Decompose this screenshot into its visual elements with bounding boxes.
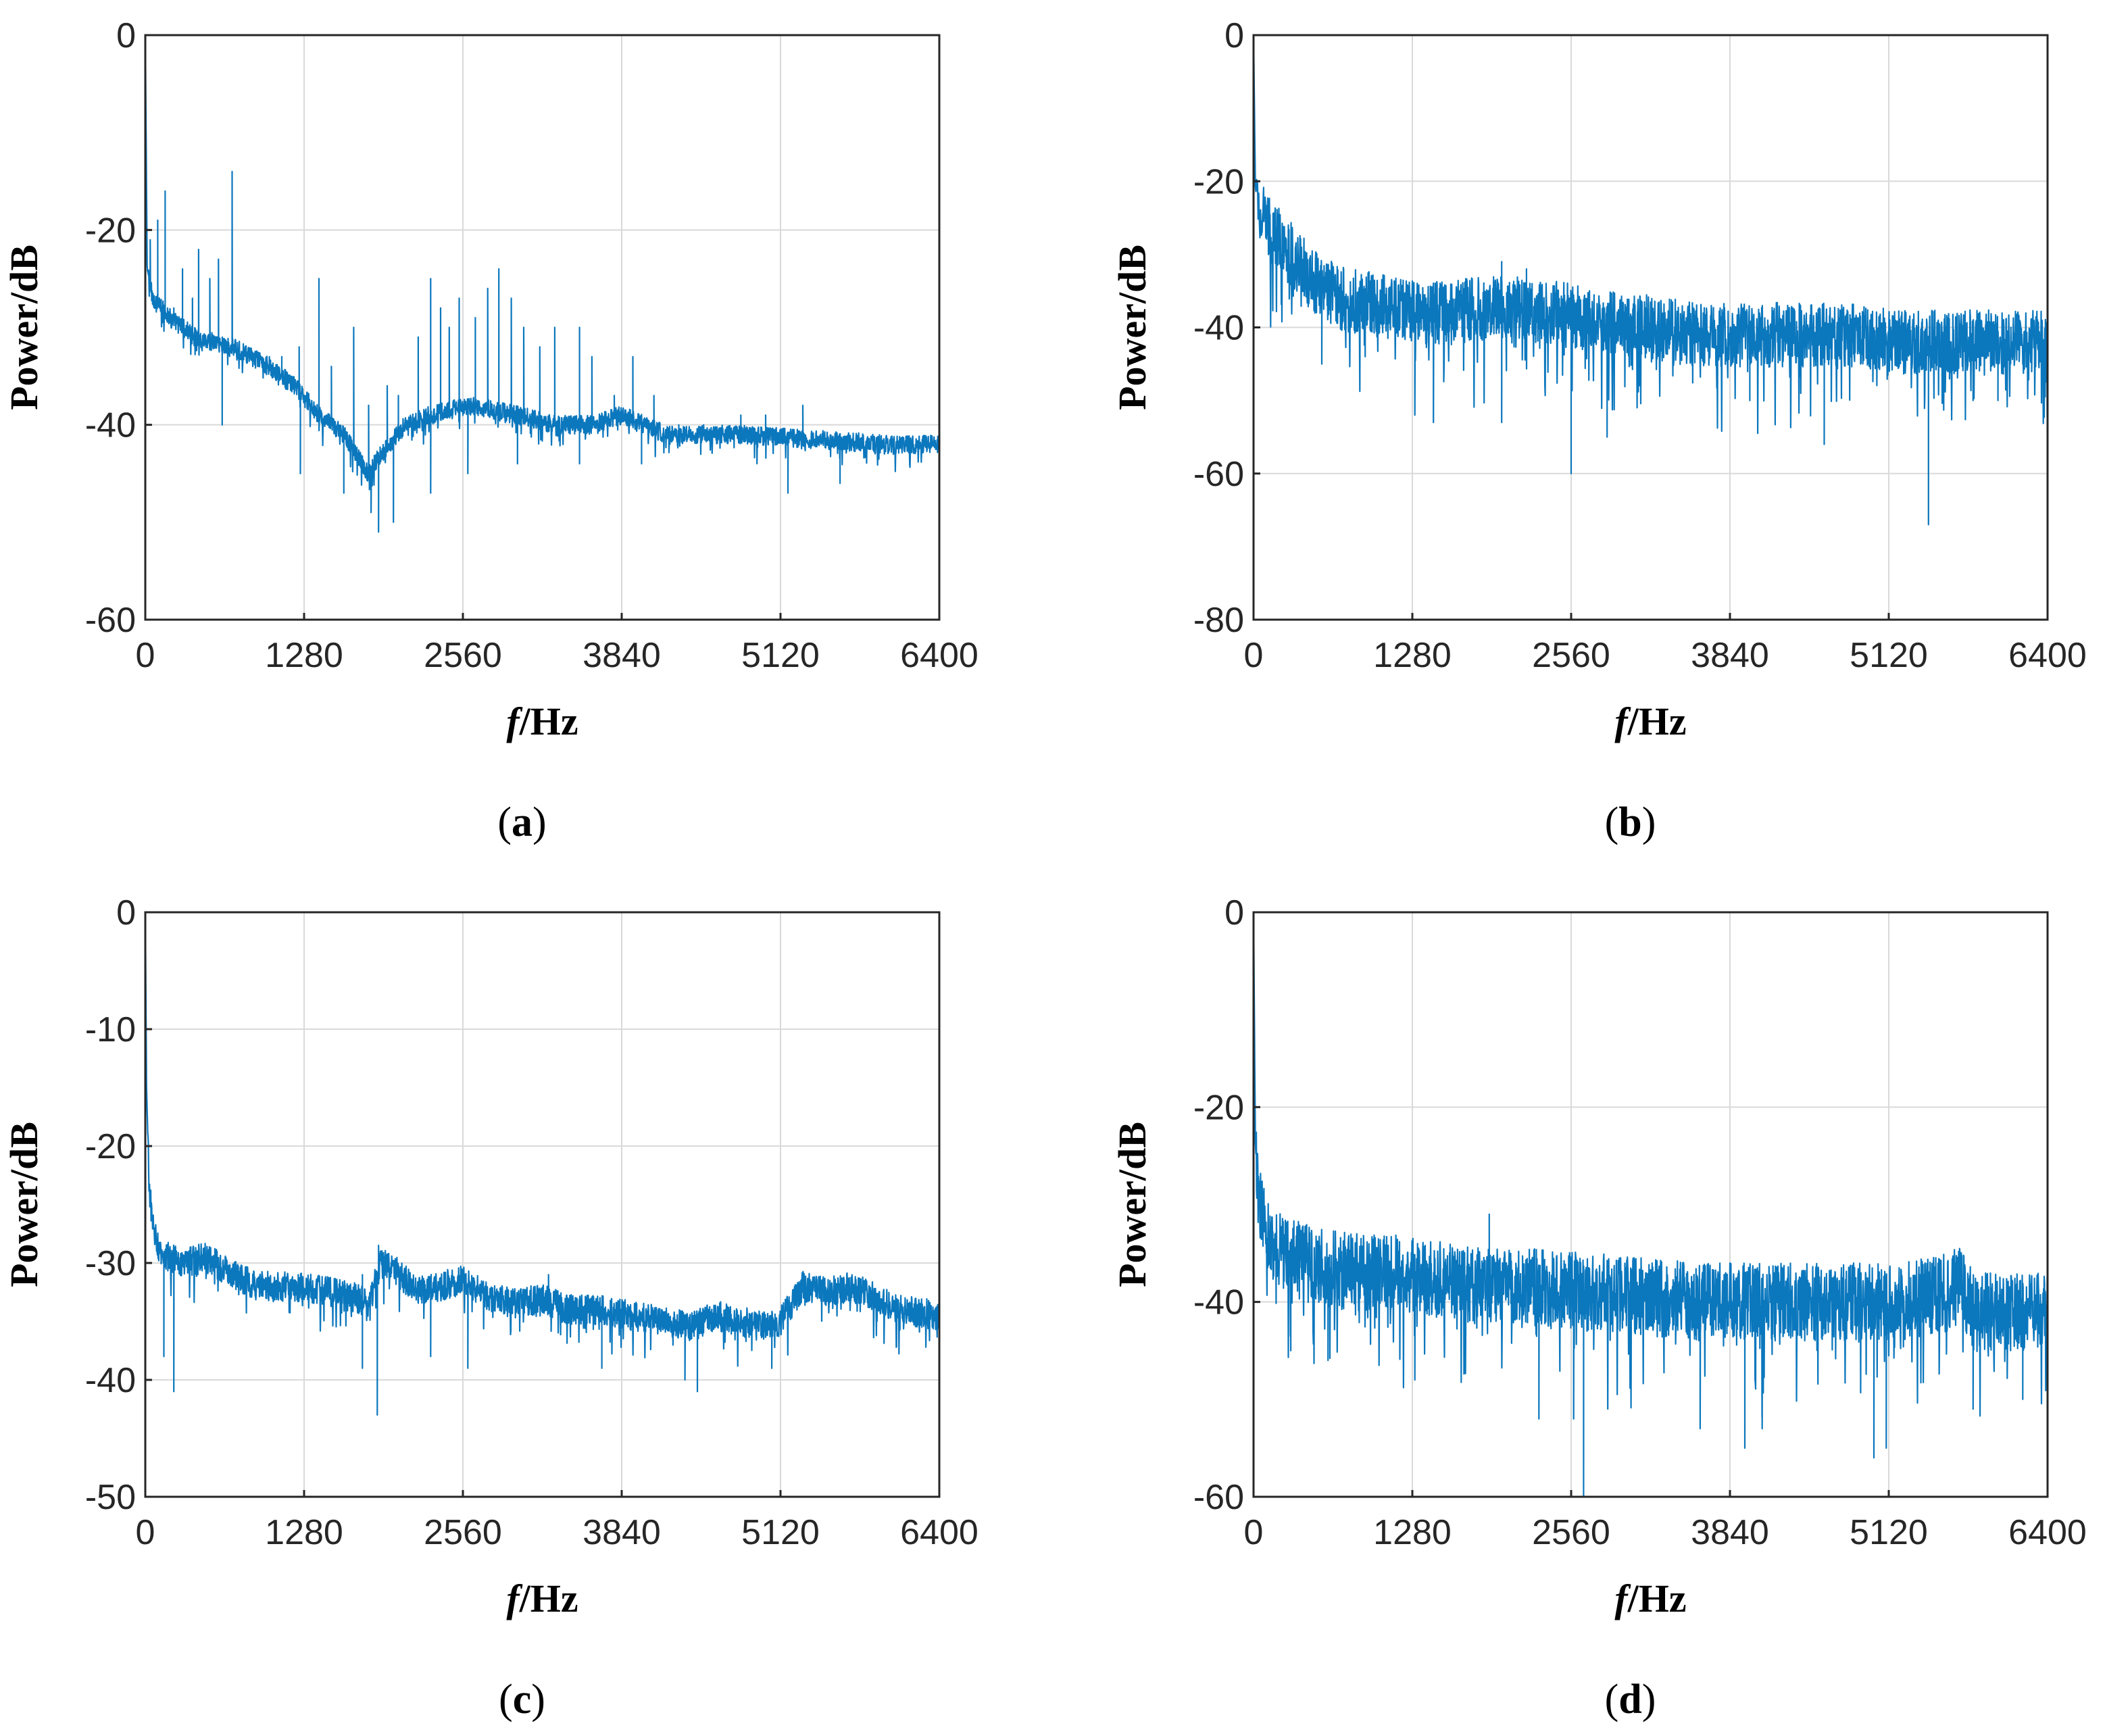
panel-a-x-ticks: 0 1280 2560 3840 5120 6400	[136, 613, 979, 675]
x-tick-label: 1280	[265, 1513, 343, 1552]
x-tick-label: 1280	[1373, 1513, 1452, 1552]
x-tick-label: 2560	[424, 1513, 502, 1552]
panel-c-plot	[145, 912, 939, 1416]
x-tick-label: 6400	[2008, 636, 2087, 675]
y-tick-label: -40	[85, 406, 136, 445]
x-tick-label: 3840	[583, 1513, 661, 1552]
panel-d-axes-box	[1252, 911, 2049, 1498]
spectrum-series-line	[145, 912, 939, 1416]
panel-d-y-axis-label: Power/dB	[1110, 1122, 1154, 1287]
y-tick-label: -80	[1193, 601, 1244, 640]
y-tick-label: -60	[1193, 1478, 1244, 1517]
x-tick-label: 5120	[1850, 636, 1928, 675]
panel-b: -80 -60 -40 -20 0 0 1280 2560 3840 5120 6400 Powe…	[1110, 16, 2087, 845]
panel-a-axes-box	[144, 34, 941, 621]
panel-c-x-axis-label: f/Hz	[506, 1577, 578, 1620]
panel-a-plot	[145, 35, 939, 533]
panel-d-grid	[1254, 912, 2048, 1497]
panel-b-x-ticks: 0 1280 2560 3840 5120 6400	[1244, 613, 2087, 675]
panel-c-grid	[145, 912, 939, 1497]
y-tick-label: -50	[85, 1478, 136, 1517]
x-tick-label: 2560	[424, 636, 502, 675]
x-tick-label: 0	[136, 636, 155, 675]
x-tick-label: 5120	[741, 1513, 820, 1552]
panel-c-x-axis-label-unit: /Hz	[519, 1577, 578, 1620]
x-tick-label: 6400	[2008, 1513, 2087, 1552]
y-tick-label: -20	[1193, 1088, 1244, 1127]
x-tick-label: 0	[1244, 1513, 1264, 1552]
panel-a-caption: (a)	[497, 799, 546, 845]
panel-b-plot	[1254, 35, 2048, 526]
panel-c-caption-letter: c	[513, 1677, 532, 1722]
spectrum-series-line	[145, 35, 939, 533]
y-tick-label: 0	[1224, 16, 1244, 55]
x-tick-label: 3840	[583, 636, 661, 675]
y-tick-label: -30	[85, 1244, 136, 1283]
x-tick-label: 2560	[1532, 636, 1610, 675]
x-tick-label: 3840	[1691, 1513, 1769, 1552]
x-tick-label: 6400	[900, 636, 979, 675]
y-tick-label: -20	[85, 211, 136, 250]
panel-a-y-ticks: -60 -40 -20 0	[85, 16, 152, 640]
panel-c-x-ticks: 0 1280 2560 3840 5120 6400	[136, 1490, 979, 1552]
panel-d-caption: (d)	[1605, 1677, 1656, 1722]
panel-c-y-axis-label: Power/dB	[2, 1122, 46, 1287]
x-tick-label: 0	[136, 1513, 155, 1552]
y-tick-label: 0	[1224, 893, 1244, 933]
panel-b-caption-letter: b	[1618, 799, 1641, 845]
panel-c-caption: (c)	[499, 1677, 545, 1722]
x-tick-label: 2560	[1532, 1513, 1610, 1552]
panel-b-x-axis-label-unit: /Hz	[1627, 699, 1687, 743]
y-tick-label: -20	[85, 1127, 136, 1166]
y-tick-label: -10	[85, 1010, 136, 1049]
panel-d: -60 -40 -20 0 0 1280 2560 3840 5120 6400 Power/d…	[1110, 893, 2087, 1722]
panel-d-x-ticks: 0 1280 2560 3840 5120 6400	[1244, 1490, 2087, 1552]
y-tick-label: -40	[1193, 309, 1244, 348]
panel-a-caption-letter: a	[512, 799, 533, 845]
panel-a: -60 -40 -20 0 0 1280 2560 3840 5120 6400 Power/d…	[2, 16, 979, 845]
panel-b-y-axis-label: Power/dB	[1110, 245, 1154, 410]
x-tick-label: 1280	[1373, 636, 1452, 675]
spectrum-series-line	[1254, 912, 2048, 1497]
panel-a-x-axis-label: f/Hz	[506, 699, 578, 743]
x-tick-label: 5120	[741, 636, 820, 675]
spectrum-series-line	[1254, 35, 2048, 526]
panel-a-y-axis-label: Power/dB	[2, 245, 46, 410]
x-tick-label: 0	[1244, 636, 1264, 675]
panel-d-x-axis-label-unit: /Hz	[1627, 1577, 1687, 1620]
x-tick-label: 1280	[265, 636, 343, 675]
panel-d-caption-letter: d	[1618, 1677, 1641, 1722]
y-tick-label: -60	[1193, 455, 1244, 494]
x-tick-label: 6400	[900, 1513, 979, 1552]
y-tick-label: -20	[1193, 162, 1244, 201]
y-tick-label: 0	[116, 16, 136, 55]
panel-b-caption: (b)	[1605, 799, 1656, 845]
panel-b-y-ticks: -80 -60 -40 -20 0	[1193, 16, 1260, 640]
y-tick-label: 0	[116, 893, 136, 933]
y-tick-label: -40	[1193, 1283, 1244, 1322]
panel-a-x-axis-label-unit: /Hz	[519, 699, 578, 743]
x-tick-label: 3840	[1691, 636, 1769, 675]
y-tick-label: -60	[85, 601, 136, 640]
x-tick-label: 5120	[1850, 1513, 1928, 1552]
panel-c-axes-box	[144, 911, 941, 1498]
panel-c: -50 -40 -30 -20 -10 0 0 1280 2560 3840 5120 6400 P…	[2, 893, 979, 1722]
y-tick-label: -40	[85, 1361, 136, 1400]
panel-b-x-axis-label: f/Hz	[1614, 699, 1686, 743]
panel-c-y-ticks: -50 -40 -30 -20 -10 0	[85, 893, 152, 1517]
panel-d-x-axis-label: f/Hz	[1614, 1577, 1686, 1620]
panel-d-plot	[1254, 912, 2048, 1497]
panel-a-grid	[145, 35, 939, 620]
panel-d-y-ticks: -60 -40 -20 0	[1193, 893, 1260, 1517]
